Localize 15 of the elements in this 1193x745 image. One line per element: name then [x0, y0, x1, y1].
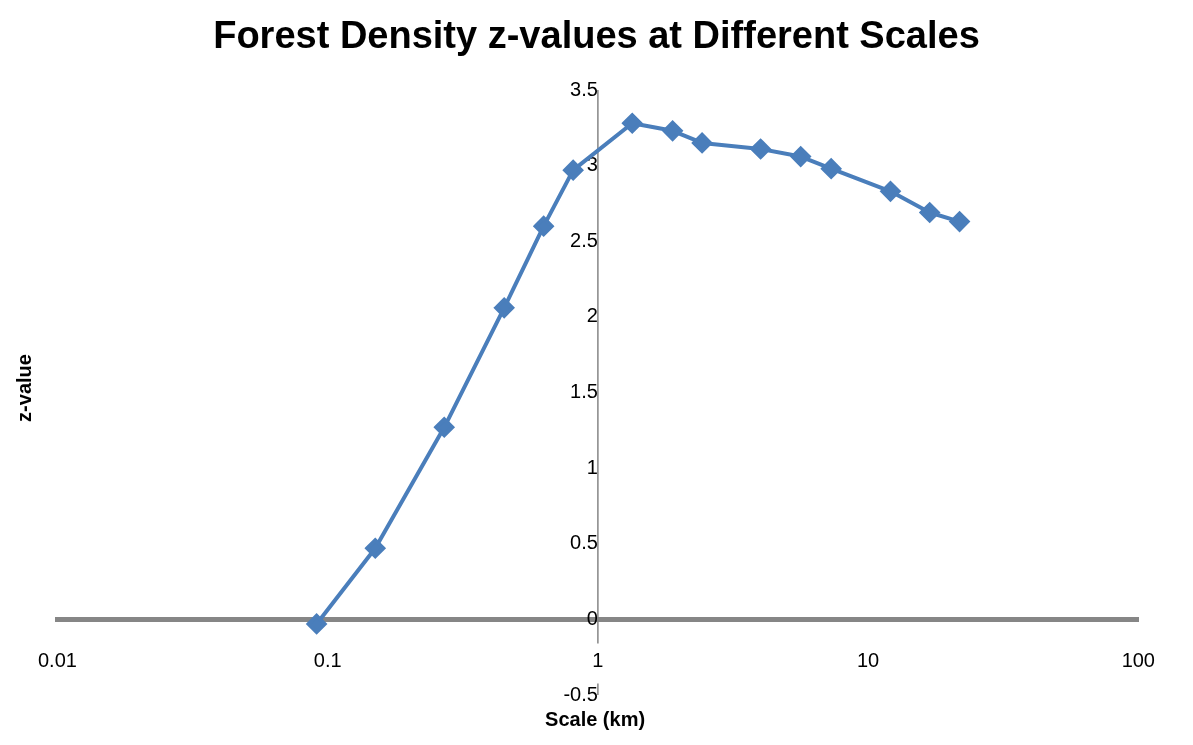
x-tick-label: 0.1 [313, 648, 342, 671]
y-tick-label: -0.5 [563, 682, 598, 705]
y-tick-label: 1.5 [570, 380, 598, 403]
y-tick-label: 3.5 [570, 77, 598, 100]
y-tick-label: 1 [586, 455, 598, 478]
y-tick-label: 0 [586, 606, 598, 629]
y-tick-label: 2.5 [570, 228, 598, 251]
chart-title: Forest Density z-values at Different Scales [212, 14, 981, 57]
x-tick-label: 0.01 [37, 648, 77, 671]
y-tick-label: 2 [586, 304, 598, 327]
x-tick-label: 100 [1121, 648, 1155, 671]
y-tick-label: 0.5 [570, 531, 598, 554]
x-axis-title: Scale (km) [544, 708, 647, 731]
y-axis-title: z-value [12, 354, 36, 422]
x-tick-label: 10 [856, 648, 880, 671]
